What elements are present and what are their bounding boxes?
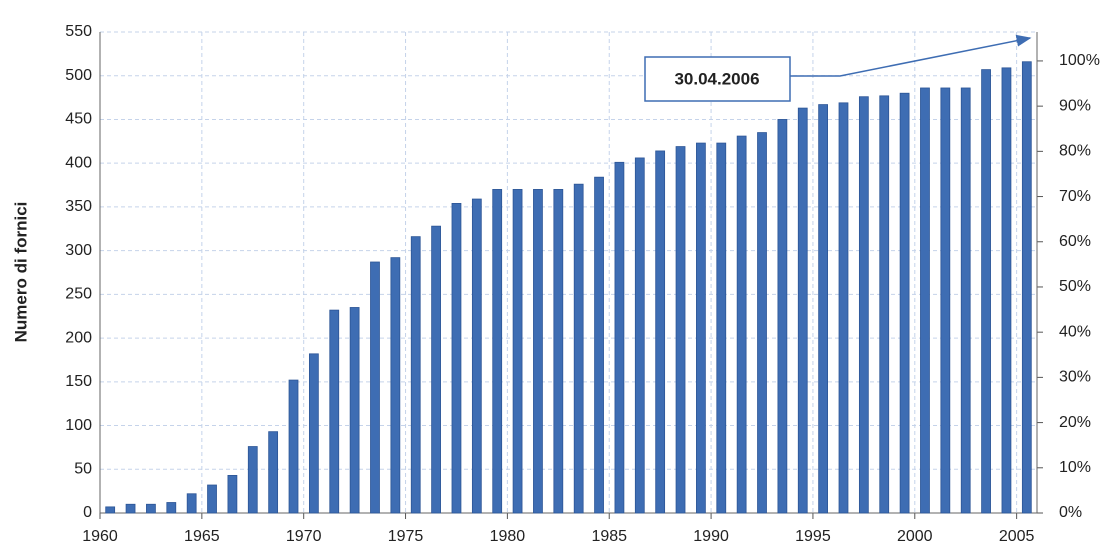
bar xyxy=(471,198,482,514)
bar xyxy=(981,69,991,514)
bar xyxy=(451,203,462,514)
y2-tick-label: 70% xyxy=(1059,188,1091,205)
bar xyxy=(960,87,971,514)
x-tick-label: 2000 xyxy=(897,528,933,545)
bar xyxy=(410,236,421,514)
y2-tick-label: 10% xyxy=(1059,459,1091,476)
y-tick-label: 400 xyxy=(65,154,92,171)
x-tick-label: 1995 xyxy=(795,528,831,545)
y-tick-label: 300 xyxy=(65,242,92,259)
bar xyxy=(777,119,788,514)
bar xyxy=(268,431,279,514)
bar xyxy=(1001,67,1012,514)
x-tick-label: 1980 xyxy=(490,528,526,545)
y-tick-label: 150 xyxy=(65,373,92,390)
bar xyxy=(1021,61,1032,514)
x-tick-label: 1960 xyxy=(82,528,118,545)
bar xyxy=(736,135,747,514)
bar xyxy=(105,506,116,514)
bar xyxy=(614,161,625,514)
bar xyxy=(879,95,890,514)
bar xyxy=(492,189,503,514)
bar xyxy=(288,379,299,514)
x-tick-label: 2005 xyxy=(999,528,1035,545)
bar xyxy=(146,503,156,514)
bar xyxy=(308,353,319,514)
bar xyxy=(797,107,808,514)
y2-tick-label: 30% xyxy=(1059,369,1091,386)
bar xyxy=(125,503,136,514)
bar xyxy=(634,157,645,514)
bar xyxy=(349,307,360,514)
x-tick-label: 1970 xyxy=(286,528,322,545)
bar xyxy=(858,96,869,514)
bar xyxy=(940,87,951,514)
y-tick-label: 250 xyxy=(65,286,92,303)
bar xyxy=(675,146,686,514)
y-tick-label: 200 xyxy=(65,329,92,346)
y-tick-label: 450 xyxy=(65,111,92,128)
y2-tick-label: 60% xyxy=(1059,233,1091,250)
bar xyxy=(553,189,564,514)
bar xyxy=(186,493,197,514)
bar xyxy=(512,189,523,514)
bar xyxy=(818,104,829,514)
y-tick-label: 100 xyxy=(65,417,92,434)
y2-tick-label: 0% xyxy=(1059,504,1082,521)
y2-tick-label: 50% xyxy=(1059,278,1091,295)
bar xyxy=(757,132,767,514)
bar xyxy=(329,309,340,514)
bar xyxy=(594,176,604,514)
bar xyxy=(838,102,849,514)
bar xyxy=(899,92,910,514)
bar xyxy=(166,502,177,514)
y-tick-label: 550 xyxy=(65,23,92,40)
x-tick-label: 1990 xyxy=(693,528,729,545)
annotation: 30.04.2006 xyxy=(674,69,759,88)
bar xyxy=(920,87,930,514)
bar xyxy=(227,474,238,514)
bar xyxy=(390,257,401,514)
y-tick-label: 350 xyxy=(65,198,92,215)
annotation-arrow xyxy=(790,34,1032,77)
y2-tick-label: 40% xyxy=(1059,323,1091,340)
y-axis-label: Numero di fornici xyxy=(11,202,30,343)
bar xyxy=(533,189,543,514)
y2-tick-label: 80% xyxy=(1059,143,1091,160)
bar xyxy=(573,183,584,514)
y-tick-label: 0 xyxy=(83,504,92,521)
bar xyxy=(431,225,441,514)
bar xyxy=(696,142,706,514)
y2-tick-label: 90% xyxy=(1059,97,1091,114)
bar xyxy=(716,142,727,514)
x-tick-label: 1975 xyxy=(388,528,424,545)
x-tick-label: 1965 xyxy=(184,528,220,545)
bar xyxy=(655,150,666,514)
annotation-box xyxy=(644,56,791,102)
y-tick-label: 50 xyxy=(74,460,92,477)
y2-tick-label: 100% xyxy=(1059,52,1100,69)
y2-tick-label: 20% xyxy=(1059,414,1091,431)
x-tick-label: 1985 xyxy=(591,528,627,545)
bar xyxy=(370,261,380,514)
bar xyxy=(247,446,258,514)
bar xyxy=(207,484,217,514)
y-tick-label: 500 xyxy=(65,67,92,84)
